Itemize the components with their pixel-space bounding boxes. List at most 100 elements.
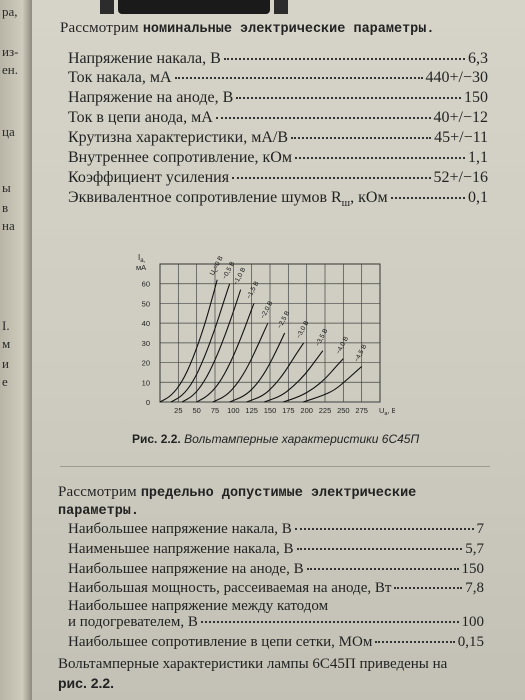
curve-9 (302, 365, 363, 403)
figure-caption: Рис. 2.2. Вольтамперные характеристики 6… (132, 432, 419, 446)
section-divider (60, 466, 490, 467)
curve-3 (196, 303, 255, 403)
param-label: Наибольшее напряжение между катодом (68, 598, 329, 614)
param-value: 45+/−11 (434, 129, 488, 146)
x-tick-label: 175 (282, 406, 295, 415)
intro-bold: номинальные электрические параметры. (142, 22, 435, 37)
left-fragment: ен. (2, 62, 18, 77)
param-value: 100 (461, 614, 485, 630)
param-label-suffix: , кОм (350, 189, 388, 206)
y-tick-label: 10 (142, 378, 150, 387)
param-label: Крутизна характеристики, мА/В (68, 129, 288, 146)
left-fragment: и (2, 356, 9, 371)
y-tick-label: 30 (142, 339, 150, 348)
param-label: Наибольшее напряжение на аноде, В (68, 561, 304, 577)
left-fragment: I. (2, 318, 10, 333)
param-value: 7,8 (465, 580, 484, 596)
y-tick-label: 20 (142, 359, 150, 368)
intro-prefix: Рассмотрим (60, 20, 139, 36)
param-row: Напряжение на аноде, В 150 (68, 89, 488, 107)
left-fragment: pa, (2, 4, 18, 19)
section2-intro-line2: параметры. (58, 502, 139, 519)
caption-number: Рис. 2.2. (132, 432, 181, 446)
param-label: Напряжение накала, В (68, 50, 221, 67)
y-tick-label: 40 (142, 319, 150, 328)
section2-intro: Рассмотрим предельно допустимые электрич… (58, 484, 416, 501)
left-fragment: ы (2, 180, 11, 195)
param-value: 150 (461, 561, 485, 577)
curve-label: −2,0 В (259, 300, 274, 320)
param-row: Наименьшее напряжение накала, В 5,7 (68, 541, 484, 558)
param-row: Наибольшее напряжение накала, В 7 (68, 521, 484, 538)
section1-intro: Рассмотрим номинальные электрические пар… (60, 20, 434, 37)
x-tick-label: 125 (245, 406, 258, 415)
param-row: Эквивалентное сопротивление шумов Rш, кО… (68, 189, 488, 209)
x-tick-label: 75 (211, 406, 219, 415)
param-value: 5,7 (465, 541, 484, 557)
left-fragment: м (2, 336, 11, 351)
x-tick-label: 200 (300, 406, 313, 415)
x-axis-label: Ua, В (379, 406, 395, 417)
param-label: Наименьшее напряжение накала, В (68, 541, 294, 557)
param-label-main: Эквивалентное сопротивление шумов R (68, 189, 342, 206)
curve-label: −4,0 В (335, 336, 350, 356)
intro-bold: предельно допустимые электрические (140, 486, 417, 501)
param-value: 0,1 (468, 189, 488, 206)
param-row: Крутизна характеристики, мА/В 45+/−11 (68, 129, 488, 147)
param-label: Наибольшее напряжение накала, В (68, 521, 292, 537)
footer-line2: рис. 2.2. (58, 675, 115, 691)
curve-label: −1,5 В (245, 280, 260, 300)
param-label: и подогревателем, В (68, 614, 198, 630)
x-tick-label: 275 (355, 406, 368, 415)
param-value: 7 (476, 521, 485, 537)
param-row: Коэффициент усиления 52+/−16 (68, 169, 488, 187)
curve-2 (181, 289, 242, 403)
y-tick-label: 60 (142, 280, 150, 289)
x-tick-label: 50 (192, 406, 200, 415)
param-value: 40+/−12 (433, 109, 489, 126)
param-label: Наибольшее сопротивление в цепи сетки, М… (68, 634, 373, 650)
y-tick-label: 0 (146, 398, 150, 407)
param-row: и подогревателем, В 100 (68, 614, 484, 631)
left-fragment: из- (2, 44, 19, 59)
param-row: Напряжение накала, В 6,3 (68, 50, 488, 68)
param-row: Наибольшее сопротивление в цепи сетки, М… (68, 634, 484, 651)
curve-4 (212, 322, 269, 403)
left-fragment: в (2, 200, 9, 215)
param-row-label-only: Наибольшее напряжение между катодом (68, 598, 484, 615)
param-label: Внутреннее сопротивление, кОм (68, 149, 292, 166)
x-tick-label: 150 (264, 406, 277, 415)
param-row: Внутреннее сопротивление, кОм 1,1 (68, 149, 488, 167)
curve-label: −2,5 В (276, 310, 291, 330)
param-label: Коэффициент усиления (68, 169, 230, 186)
left-fragment: е (2, 374, 8, 389)
left-fragment: на (2, 218, 15, 233)
left-fragment: ца (2, 124, 15, 139)
intro-bold: параметры. (58, 504, 140, 519)
param-value: 440+/−30 (425, 69, 489, 86)
curve-7 (263, 350, 324, 403)
y-axis-label: Ia, (138, 253, 146, 264)
curve-6 (246, 342, 305, 403)
x-tick-label: 25 (174, 406, 182, 415)
curve-label: −4,5 В (353, 343, 368, 363)
param-label: Ток в цепи анода, мА (68, 109, 213, 126)
volt-ampere-chart: 25 50 75 100 125 150 175 200 225 250 275 0 10 20 30 40 5… (136, 253, 395, 417)
param-row: Наибольшая мощность, рассеиваемая на ано… (68, 580, 484, 597)
param-value: 6,3 (468, 50, 488, 67)
y-tick-label: 50 (142, 299, 150, 308)
curve-label: −3,0 В (295, 320, 310, 340)
param-row: Наибольшее напряжение на аноде, В 150 (68, 561, 484, 578)
y-axis-unit: мА (136, 263, 146, 272)
param-value: 52+/−16 (433, 169, 489, 186)
x-tick-label: 100 (227, 406, 240, 415)
left-page-edge: pa, из- ен. ца ы в на I. м и е (0, 0, 32, 700)
book-page (32, 0, 525, 700)
curve-8 (283, 358, 344, 403)
param-label: Наибольшая мощность, рассеиваемая на ано… (68, 580, 392, 596)
curve-0 (159, 279, 218, 403)
param-value: 1,1 (468, 149, 488, 166)
x-tick-label: 250 (337, 406, 350, 415)
param-value: 150 (464, 89, 488, 106)
